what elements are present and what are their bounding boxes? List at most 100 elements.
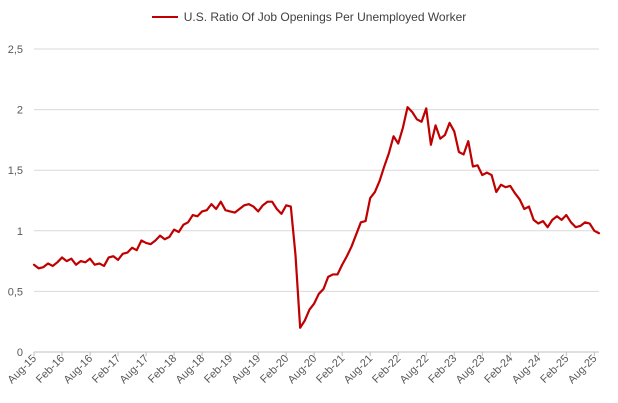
data-point	[220, 201, 222, 203]
y-tick-label: 1,5	[8, 165, 23, 177]
data-point	[462, 153, 464, 155]
data-point	[542, 220, 544, 222]
data-point	[327, 276, 329, 278]
data-point	[355, 233, 357, 235]
data-point	[168, 236, 170, 238]
data-point	[575, 226, 577, 228]
data-point	[154, 239, 156, 241]
x-tick-label: Aug-23	[454, 353, 488, 387]
data-point	[117, 259, 119, 261]
data-point	[280, 213, 282, 215]
data-point	[495, 191, 497, 193]
data-point	[243, 204, 245, 206]
data-point	[140, 239, 142, 241]
x-tick-label: Aug-20	[286, 353, 320, 387]
data-point	[579, 225, 581, 227]
data-point	[514, 192, 516, 194]
data-point	[196, 215, 198, 217]
data-point	[304, 319, 306, 321]
data-point	[467, 140, 469, 142]
x-tick-label: Feb-24	[482, 353, 515, 386]
data-point	[178, 231, 180, 233]
legend: U.S. Ratio Of Job Openings Per Unemploye…	[0, 10, 618, 24]
data-point	[528, 205, 530, 207]
x-tick-label: Feb-17	[90, 353, 123, 386]
data-point	[215, 208, 217, 210]
data-point	[420, 121, 422, 123]
data-point	[346, 255, 348, 257]
x-tick-label: Aug-17	[118, 353, 152, 387]
data-point	[336, 273, 338, 275]
data-point	[112, 255, 114, 257]
data-point	[122, 253, 124, 255]
data-point	[537, 222, 539, 224]
y-tick-label: 1	[17, 226, 23, 238]
data-point	[252, 205, 254, 207]
data-point	[98, 262, 100, 264]
data-point	[285, 204, 287, 206]
data-point	[570, 221, 572, 223]
x-tick-label: Aug-22	[398, 353, 432, 387]
data-point	[290, 205, 292, 207]
data-point	[434, 124, 436, 126]
data-point	[229, 210, 231, 212]
data-point	[271, 201, 273, 203]
data-point	[38, 267, 40, 269]
data-point	[589, 222, 591, 224]
data-point	[551, 219, 553, 221]
data-point	[364, 220, 366, 222]
legend-label: U.S. Ratio Of Job Openings Per Unemploye…	[183, 10, 467, 24]
data-point	[52, 265, 54, 267]
data-point	[262, 204, 264, 206]
data-point	[66, 260, 68, 262]
data-point	[439, 138, 441, 140]
data-point	[150, 243, 152, 245]
data-point	[266, 201, 268, 203]
y-tick-label: 0	[17, 347, 23, 359]
data-point	[556, 215, 558, 217]
data-point	[584, 221, 586, 223]
legend-swatch	[151, 15, 178, 18]
x-tick-label: Feb-20	[258, 353, 291, 386]
data-point	[173, 228, 175, 230]
data-point	[416, 118, 418, 120]
x-tick-label: Feb-21	[314, 353, 347, 386]
data-point	[187, 221, 189, 223]
x-tick-label: Feb-23	[426, 353, 459, 386]
x-tick-label: Aug-18	[174, 353, 208, 387]
x-tick-label: Feb-18	[146, 353, 179, 386]
data-point	[224, 209, 226, 211]
data-point	[84, 261, 86, 263]
y-tick-label: 2,5	[8, 44, 23, 56]
data-point	[369, 197, 371, 199]
data-point	[42, 266, 44, 268]
data-point	[472, 165, 474, 167]
data-point	[206, 209, 208, 211]
data-point	[234, 212, 236, 214]
data-point	[402, 127, 404, 129]
data-point	[308, 308, 310, 310]
x-tick-label: Feb-25	[538, 353, 571, 386]
data-point	[33, 264, 35, 266]
data-point	[313, 302, 315, 304]
y-tick-label: 0,5	[8, 286, 23, 298]
x-tick-label: Feb-22	[370, 353, 403, 386]
data-point	[565, 214, 567, 216]
series-line-job-openings-ratio	[32, 106, 601, 329]
data-point	[75, 264, 77, 266]
data-point	[299, 327, 301, 329]
data-point	[547, 226, 549, 228]
data-point	[430, 144, 432, 146]
data-point	[374, 191, 376, 193]
data-point	[486, 172, 488, 174]
data-point	[70, 258, 72, 260]
data-point	[453, 130, 455, 132]
data-point	[505, 186, 507, 188]
data-point	[248, 203, 250, 205]
data-point	[392, 135, 394, 137]
data-point	[318, 293, 320, 295]
data-point	[411, 111, 413, 113]
data-point	[383, 165, 385, 167]
